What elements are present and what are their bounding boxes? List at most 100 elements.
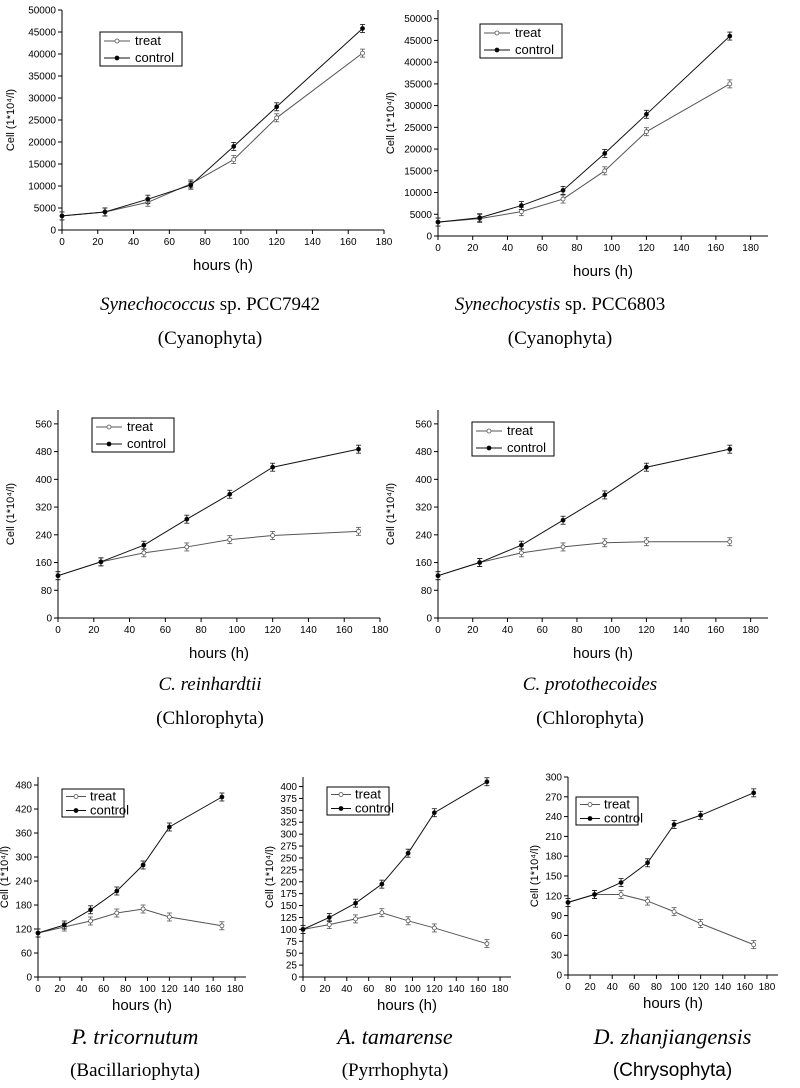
- legend-label-treat: treat: [604, 797, 630, 812]
- legend: [471, 421, 555, 457]
- y-tick-label: 15000: [404, 166, 432, 177]
- series-line-treat: [567, 893, 754, 946]
- data-point-treat: [270, 533, 276, 538]
- data-point-control: [219, 794, 225, 800]
- y-tick-label: 275: [280, 842, 297, 853]
- y-tick-label: 40000: [404, 58, 432, 69]
- data-point-treat: [602, 168, 608, 174]
- data-point-treat: [645, 898, 650, 904]
- y-tick-label: 25000: [28, 116, 56, 127]
- x-tick-label: 40: [124, 625, 136, 636]
- y-tick-label: 240: [15, 877, 32, 888]
- y-tick-label: 480: [15, 781, 32, 792]
- y-tick-label: 45000: [28, 28, 56, 39]
- y-tick-label: 80: [421, 586, 433, 597]
- caption-strain: sp. PCC6803: [560, 294, 666, 315]
- caption-division: (Chlorophyta): [536, 708, 644, 729]
- y-tick-label: 45000: [404, 36, 432, 47]
- y-tick-label: 300: [15, 853, 32, 864]
- y-tick-label: 120: [545, 891, 562, 902]
- chart-c-protothecoides: 0 20 40 60 80 100 120 140 160 180 0 80 160 240 320 400 4…: [385, 410, 768, 662]
- caption-d-zhanjiangensis: D. zhanjiangensis (Chrysophyta): [545, 1020, 800, 1088]
- x-tick-label: 100: [404, 984, 421, 995]
- y-tick-label: 225: [280, 865, 297, 876]
- legend-marker-treat: [587, 802, 593, 807]
- data-point-control: [644, 464, 649, 470]
- y-tick-label: 15000: [28, 160, 56, 171]
- legend: [91, 417, 175, 453]
- chart-synechococcus: 0 20 40 60 80 100 120 140 160 180 0 5000 10000 15000 2…: [5, 6, 393, 275]
- chart-p-tricornutum: 0 20 40 60 80 100 120 140 160 180 0 60 120 180 240 300 3…: [0, 777, 246, 1014]
- caption-species: P. tricornutum: [71, 1024, 199, 1049]
- data-point-control: [145, 196, 151, 202]
- caption-division: (Cyanophyta): [157, 328, 263, 349]
- legend-marker-control: [338, 806, 344, 811]
- y-axis-label: Cell (1*10⁴/l): [385, 92, 397, 154]
- data-point-treat: [671, 909, 677, 915]
- caption-strain: sp. PCC7942: [214, 294, 321, 315]
- data-point-treat: [114, 910, 120, 916]
- caption-a-tamarense: A. tamarense (Pyrrhophyta): [275, 1020, 515, 1088]
- legend-label-treat: treat: [515, 25, 541, 40]
- y-tick-label: 180: [545, 852, 562, 863]
- y-tick-label: 320: [35, 503, 52, 514]
- y-tick-label: 125: [280, 913, 297, 924]
- x-tick-label: 140: [714, 982, 731, 993]
- x-tick-label: 120: [426, 984, 443, 995]
- x-tick-label: 0: [35, 984, 41, 995]
- y-tick-label: 300: [280, 830, 297, 841]
- caption-division: (Bacillariophyta): [70, 1060, 200, 1081]
- legend-marker-treat: [494, 30, 500, 36]
- data-point-control: [698, 812, 704, 818]
- data-point-control: [88, 907, 93, 913]
- legend-marker-control: [486, 445, 492, 451]
- data-point-treat: [219, 923, 225, 929]
- data-point-control: [360, 26, 365, 31]
- data-point-treat: [751, 942, 757, 948]
- data-point-control: [231, 143, 237, 149]
- data-point-control: [102, 209, 108, 215]
- legend-marker-control: [114, 55, 120, 61]
- caption-p-tricornutum: P. tricornutum (Bacillariophyta): [10, 1020, 260, 1088]
- legend: [61, 788, 125, 818]
- caption-species: A. tamarense: [337, 1024, 453, 1049]
- data-point-treat: [518, 209, 524, 215]
- data-point-control: [140, 862, 146, 868]
- y-tick-label: 80: [41, 586, 53, 597]
- y-tick-label: 240: [415, 530, 432, 541]
- series-line-treat: [57, 530, 359, 577]
- legend-marker-treat: [114, 38, 120, 44]
- y-tick-label: 0: [26, 973, 32, 984]
- caption-division: (Cyanophyta): [507, 328, 613, 349]
- y-tick-label: 0: [50, 226, 56, 237]
- caption-species: C. reinhardtii: [158, 674, 262, 695]
- data-point-control: [274, 104, 280, 110]
- legend-marker-treat: [106, 424, 112, 430]
- data-point-treat: [141, 550, 147, 556]
- y-tick-label: 0: [556, 971, 562, 982]
- x-tick-label: 180: [742, 243, 759, 254]
- y-tick-label: 50000: [28, 6, 56, 17]
- legend-marker-control: [587, 816, 593, 821]
- y-axis-label: Cell (1*10⁴/l): [5, 483, 17, 545]
- y-axis-label: Cell (1*10⁴/l): [385, 483, 397, 545]
- y-tick-label: 160: [35, 558, 52, 569]
- data-point-treat: [140, 906, 146, 912]
- legend-label-control: control: [355, 801, 394, 816]
- x-tick-label: 60: [98, 984, 110, 995]
- data-point-treat: [560, 196, 566, 202]
- x-axis-label: hours (h): [112, 997, 172, 1014]
- data-point-control: [602, 151, 608, 156]
- y-tick-label: 240: [545, 812, 562, 823]
- data-point-control: [356, 446, 361, 452]
- data-point-treat: [353, 916, 358, 922]
- y-tick-label: 400: [415, 475, 432, 486]
- x-tick-label: 120: [638, 243, 655, 254]
- y-tick-label: 150: [280, 901, 297, 912]
- data-point-control: [477, 215, 483, 221]
- y-axis-label: Cell (1*10⁴/l): [529, 845, 541, 907]
- y-axis-label: Cell (1*10⁴/l): [0, 846, 11, 908]
- y-tick-label: 480: [415, 447, 432, 458]
- y-tick-label: 270: [545, 792, 562, 803]
- data-point-control: [435, 573, 441, 579]
